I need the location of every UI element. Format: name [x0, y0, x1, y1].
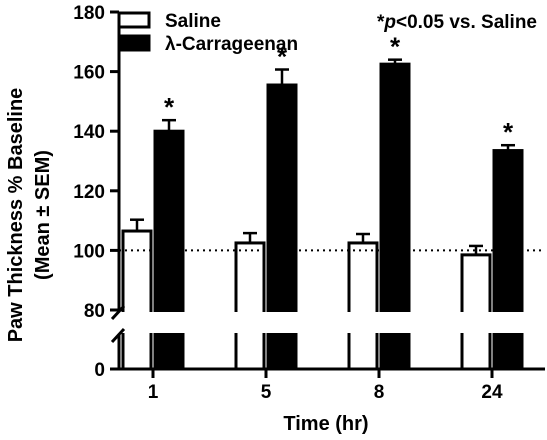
- y-axis-title-line2: (Mean ± SEM): [32, 150, 54, 280]
- bar-saline-5: [234, 241, 266, 371]
- x-tick-label-24: 24: [481, 382, 503, 403]
- bar-carrageenan-24: [492, 149, 524, 371]
- y-tick-label-160: 160: [73, 63, 105, 84]
- y-axis-title-line1: Paw Thickness % Baseline: [5, 88, 27, 343]
- legend-swatch-saline: [117, 11, 151, 29]
- y-axis-title: Paw Thickness % Baseline (Mean ± SEM): [5, 88, 54, 343]
- legend-swatch-carrageenan: [117, 34, 151, 52]
- bar-saline-24: [460, 253, 492, 371]
- axis-break-gap: [100, 312, 546, 333]
- significance-star-1: *: [164, 92, 175, 122]
- y-tick-label-140: 140: [73, 122, 105, 143]
- bar-saline-1: [121, 229, 153, 371]
- axis-break-mark-upper: [110, 304, 126, 321]
- significance-note: *p<0.05 vs. Saline: [377, 12, 537, 33]
- y-tick-label-100: 100: [73, 241, 105, 262]
- note-rest: <0.05 vs. Saline: [396, 12, 537, 33]
- x-tick-label-8: 8: [374, 382, 385, 403]
- x-axis-title: Time (hr): [283, 413, 368, 435]
- x-tick-label-1: 1: [148, 382, 159, 403]
- axis-break-mark-lower: [110, 327, 126, 344]
- legend: Saline λ-Carrageenan: [117, 11, 298, 55]
- note-star: *: [377, 12, 385, 33]
- legend-label-saline: Saline: [165, 11, 221, 32]
- x-tick-label-5: 5: [261, 382, 272, 403]
- note-p: p: [383, 12, 396, 33]
- significance-star-8: *: [390, 32, 401, 62]
- y-tick-label-180: 180: [73, 3, 105, 24]
- significance-star-5: *: [277, 42, 288, 72]
- y-tick-label-80: 80: [84, 301, 105, 322]
- y-tick-label-120: 120: [73, 182, 105, 203]
- significance-star-24: *: [503, 117, 514, 147]
- bar-saline-8: [347, 241, 379, 371]
- y-tick-label-0: 0: [94, 360, 105, 381]
- legend-label-carrageenan: λ-Carrageenan: [165, 34, 298, 55]
